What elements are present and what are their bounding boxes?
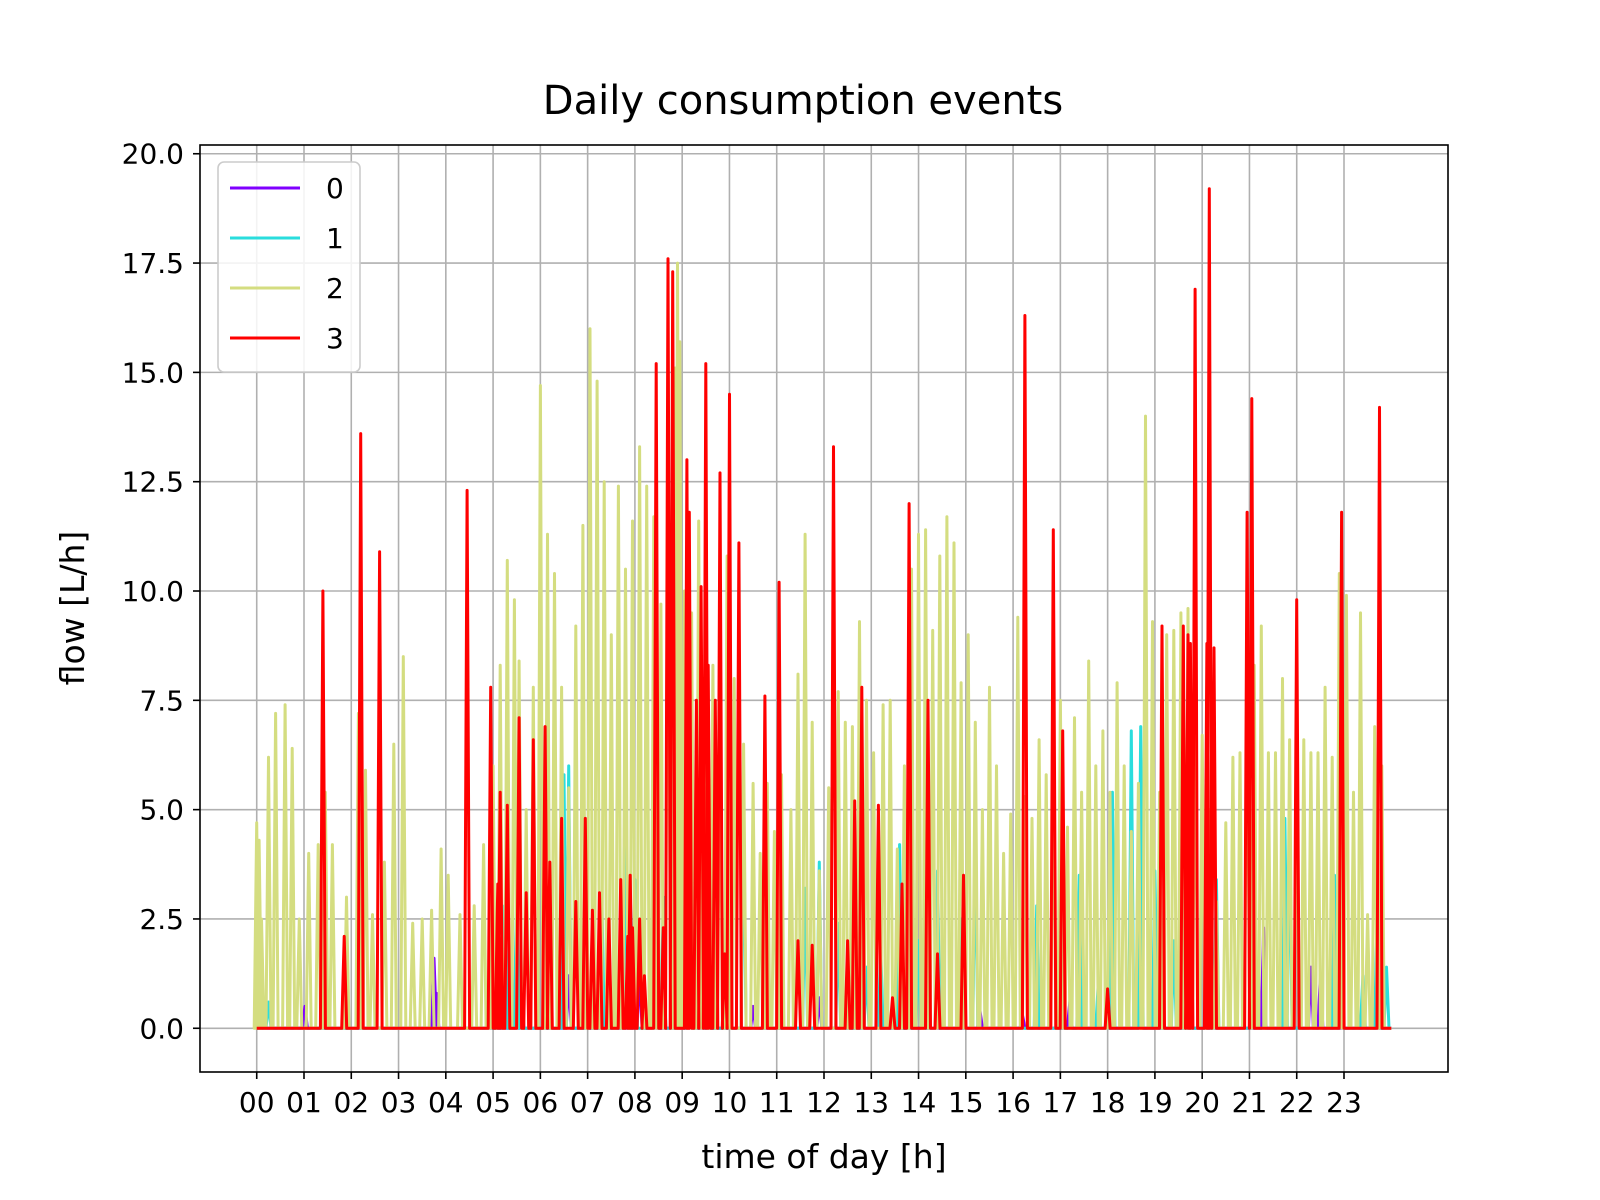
y-tick-label: 12.5: [122, 466, 184, 499]
y-axis-title: flow [L/h]: [53, 531, 92, 686]
x-axis-title: time of day [h]: [701, 1137, 946, 1176]
x-tick-label: 16: [995, 1086, 1031, 1119]
x-tick-label: 15: [948, 1086, 984, 1119]
y-tick-label: 7.5: [139, 684, 184, 717]
x-tick-label: 20: [1184, 1086, 1220, 1119]
x-tick-label: 14: [901, 1086, 937, 1119]
y-tick-label: 2.5: [139, 903, 184, 936]
series-lines: [252, 187, 1392, 1030]
axis-ticks: 00 01 02 03 04 05 06 07 08 09 10 11 12 13 14 15 16 17 18 19…: [122, 138, 1362, 1119]
legend-box: [217, 161, 361, 373]
x-tick-label: 10: [712, 1086, 748, 1119]
x-tick-label: 03: [381, 1086, 417, 1119]
y-tick-label: 0.0: [139, 1012, 184, 1045]
x-tick-label: 04: [428, 1086, 464, 1119]
y-tick-label: 17.5: [122, 247, 184, 280]
x-tick-label: 11: [759, 1086, 795, 1119]
x-tick-label: 21: [1232, 1086, 1268, 1119]
x-tick-label: 06: [523, 1086, 559, 1119]
x-tick-label: 13: [853, 1086, 889, 1119]
x-tick-label: 08: [617, 1086, 653, 1119]
x-tick-label: 01: [286, 1086, 322, 1119]
x-tick-label: 17: [1043, 1086, 1079, 1119]
x-tick-label: 22: [1279, 1086, 1315, 1119]
y-tick-label: 10.0: [122, 575, 184, 608]
x-tick-label: 12: [806, 1086, 842, 1119]
x-tick-label: 05: [475, 1086, 511, 1119]
y-tick-label: 20.0: [122, 138, 184, 171]
chart-title: Daily consumption events: [543, 78, 1063, 124]
x-tick-label: 02: [333, 1086, 369, 1119]
x-tick-label: 09: [664, 1086, 700, 1119]
x-tick-label: 23: [1326, 1086, 1362, 1119]
x-tick-label: 19: [1137, 1086, 1173, 1119]
y-tick-label: 5.0: [139, 794, 184, 827]
x-tick-label: 07: [570, 1086, 606, 1119]
legend-label-0: 0: [326, 172, 344, 205]
x-tick-label: 18: [1090, 1086, 1126, 1119]
series-line-2: [252, 261, 1392, 1030]
legend-label-3: 3: [326, 322, 344, 355]
y-tick-label: 15.0: [122, 356, 184, 389]
series-line-3: [256, 187, 1392, 1030]
x-tick-label: 00: [239, 1086, 275, 1119]
legend-label-2: 2: [326, 272, 344, 305]
legend: 0 1 2 3: [217, 161, 361, 373]
legend-label-1: 1: [326, 222, 344, 255]
